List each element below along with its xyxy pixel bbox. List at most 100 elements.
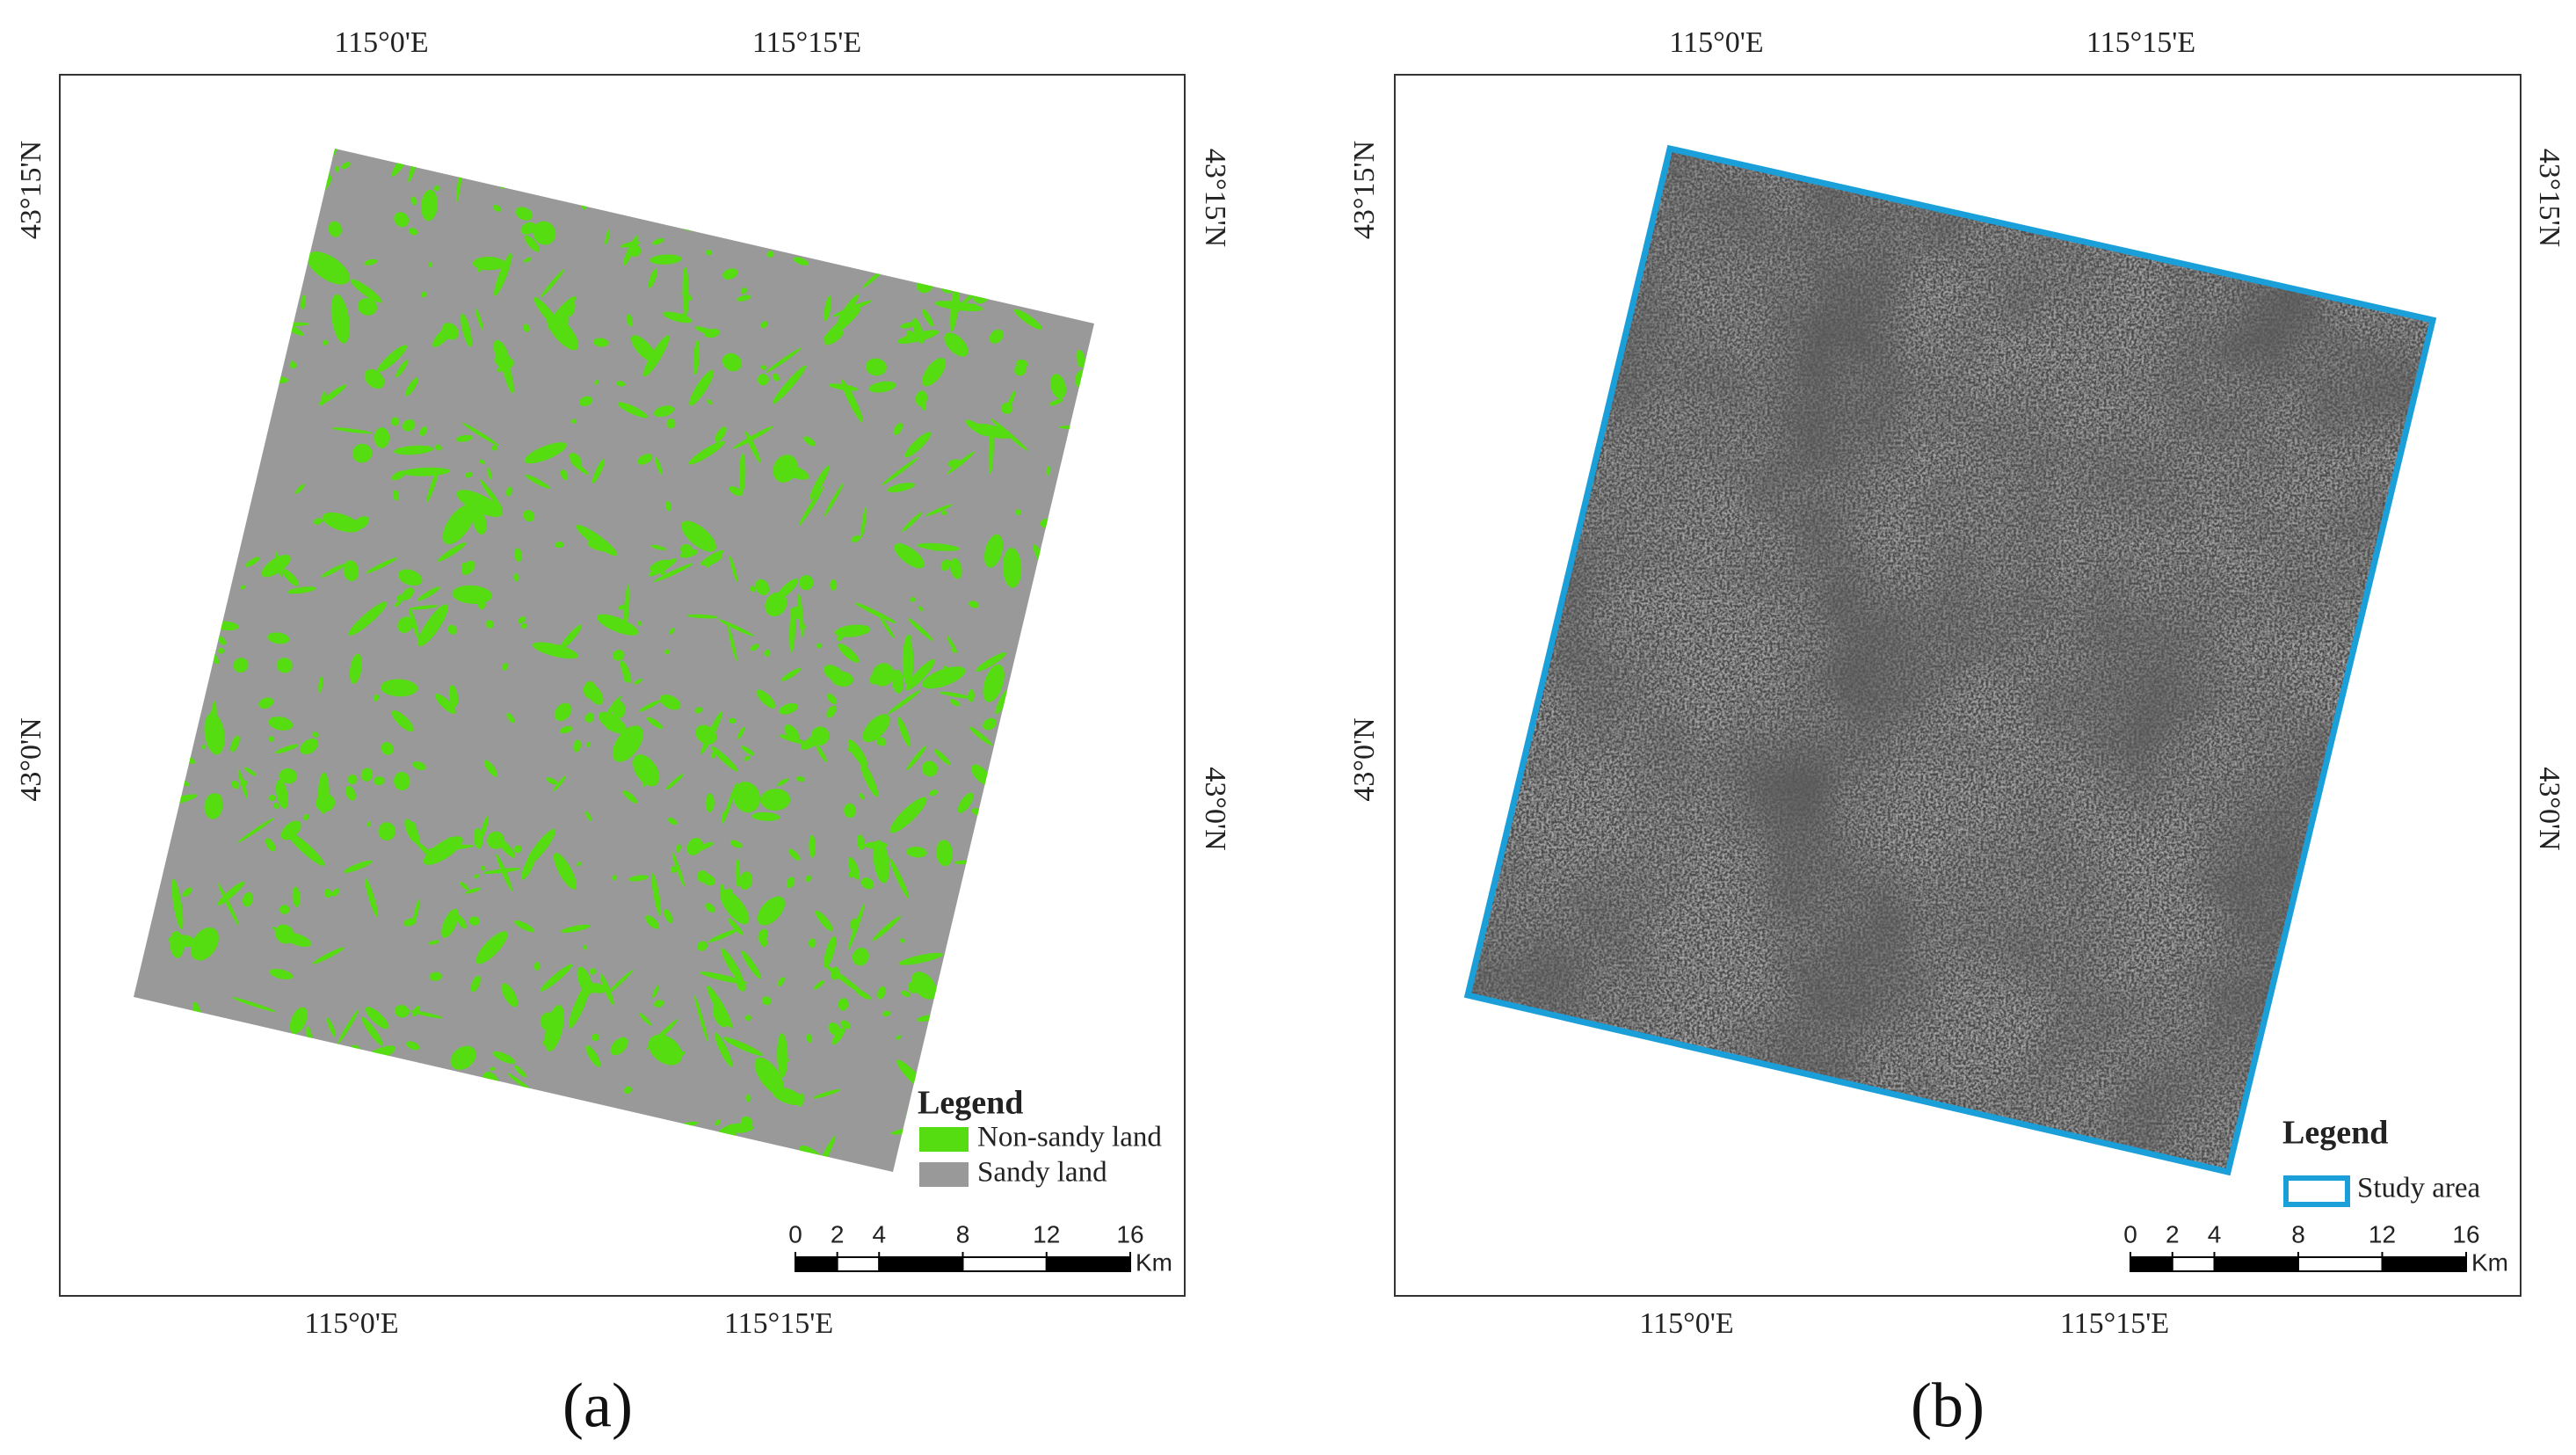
green-patch [670, 866, 678, 873]
green-patch [637, 454, 653, 465]
green-patch [1076, 350, 1085, 367]
green-patch [989, 329, 1004, 344]
scale-unit: Km [1136, 1248, 1172, 1276]
green-patch [412, 761, 426, 771]
scale-segment [1045, 1256, 1131, 1272]
green-patch [925, 504, 953, 517]
green-patch [524, 442, 567, 464]
green-patch [275, 744, 299, 754]
green-patch [491, 1129, 503, 1166]
green-patch [395, 360, 409, 378]
green-patch [441, 908, 459, 938]
green-patch [258, 697, 274, 709]
green-patch [480, 479, 503, 510]
green-patch [968, 689, 975, 702]
green-patch [533, 961, 541, 971]
green-patch [760, 321, 768, 329]
green-patch [378, 822, 395, 840]
green-patch [273, 802, 279, 810]
green-patch [366, 1152, 397, 1172]
green-patch [428, 844, 475, 851]
green-patch [1013, 891, 1025, 915]
green-patch [279, 905, 290, 914]
green-patch [868, 381, 896, 393]
green-patch [1041, 898, 1050, 917]
green-patch [1026, 1044, 1053, 1057]
green-patch [1066, 927, 1073, 934]
green-patch [596, 614, 639, 636]
green-patch [705, 793, 715, 813]
green-patch [1092, 701, 1094, 711]
green-patch [587, 541, 613, 552]
green-patch [394, 600, 403, 607]
right-coord-label: 43°15'N [2533, 149, 2565, 247]
green-patch [426, 469, 439, 503]
green-patch [1020, 963, 1028, 971]
green-patch [207, 246, 216, 258]
green-patch [141, 374, 160, 390]
green-patch [414, 1168, 424, 1172]
green-patch [696, 212, 706, 220]
green-patch [138, 1150, 182, 1171]
green-patch [134, 273, 149, 292]
green-patch [741, 746, 755, 756]
green-patch [910, 596, 916, 602]
green-patch [699, 221, 742, 227]
green-patch [680, 543, 693, 556]
green-patch [554, 702, 572, 722]
green-patch [207, 245, 223, 275]
green-patch [352, 1157, 359, 1172]
green-patch [397, 616, 413, 633]
green-patch [322, 339, 329, 346]
green-patch [419, 426, 428, 436]
green-patch [969, 600, 979, 608]
top-coord-label: 115°0'E [1669, 26, 1763, 59]
green-patch [391, 710, 414, 732]
green-patch [473, 827, 483, 849]
green-patch [491, 445, 497, 451]
green-patch [650, 544, 667, 550]
green-patch [216, 1107, 233, 1127]
green-patch [178, 523, 202, 548]
green-patch [432, 326, 453, 347]
green-patch [784, 724, 800, 741]
green-patch [268, 736, 275, 742]
green-patch [956, 212, 963, 218]
green-patch [246, 176, 259, 190]
green-patch [236, 382, 249, 391]
green-patch [377, 345, 408, 373]
green-patch [590, 192, 598, 200]
green-patch [492, 204, 502, 212]
green-patch [553, 775, 567, 791]
green-patch [729, 556, 738, 582]
green-patch [560, 924, 591, 933]
right-coord-label: 43°0'N [1199, 767, 1231, 850]
map-frame [59, 74, 1186, 1297]
green-patch [532, 642, 578, 659]
green-patch [705, 250, 713, 256]
green-patch [686, 614, 718, 619]
green-patch [623, 584, 630, 628]
green-patch [628, 244, 642, 258]
green-patch [167, 435, 173, 441]
top-coord-label: 115°15'E [2086, 26, 2195, 59]
green-patch [1058, 183, 1069, 193]
green-patch [854, 602, 896, 623]
scale-unit: Km [2471, 1248, 2508, 1276]
green-patch [907, 617, 934, 642]
green-patch [1085, 225, 1094, 229]
green-patch [140, 402, 145, 407]
green-patch [664, 649, 671, 655]
green-patch [659, 694, 681, 710]
green-patch [236, 249, 252, 259]
green-patch [523, 257, 532, 263]
left-coord-label: 43°0'N [1348, 717, 1381, 801]
green-patch [794, 225, 812, 236]
green-patch [994, 941, 1001, 957]
green-patch [888, 689, 922, 715]
green-patch [686, 837, 703, 855]
green-patch [384, 1128, 400, 1135]
green-patch [479, 459, 486, 464]
scale-label: 0 [2123, 1220, 2137, 1248]
